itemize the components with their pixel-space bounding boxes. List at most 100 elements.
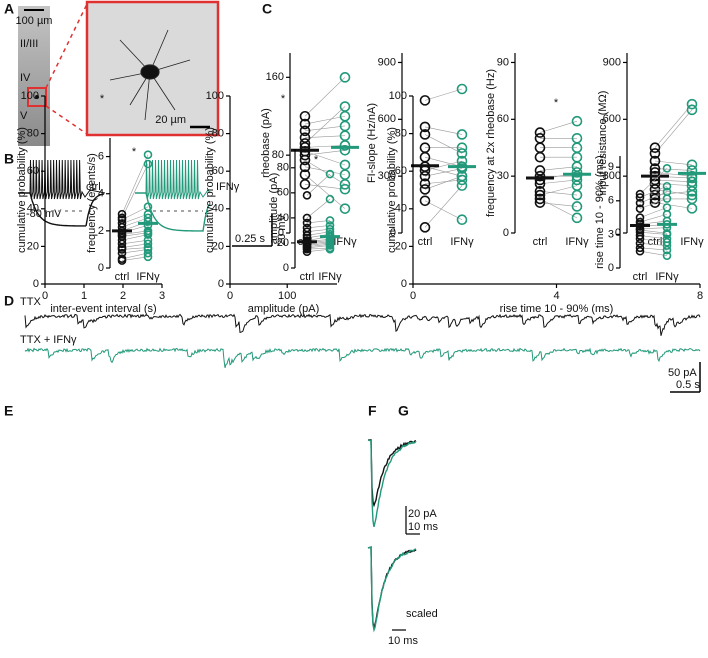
data-point — [419, 121, 431, 133]
y-tick-label: 0 — [615, 227, 621, 239]
pair-connector — [539, 185, 578, 196]
data-point — [339, 203, 351, 214]
y-tick-label: 0 — [503, 227, 509, 239]
y-tick-label: 0 — [401, 278, 407, 290]
pair-connector — [639, 243, 668, 246]
data-point — [143, 150, 153, 160]
pair-connector — [424, 179, 463, 185]
data-point — [143, 252, 153, 262]
data-point — [571, 180, 583, 191]
category-label: IFNγ — [655, 271, 679, 283]
data-point — [117, 256, 127, 265]
pair-connector — [639, 238, 668, 243]
data-point — [635, 239, 645, 248]
data-point — [635, 189, 645, 199]
y-tick-label: 100 — [21, 90, 39, 102]
data-point — [456, 148, 468, 159]
category-label: IFNγ — [333, 236, 357, 248]
y-tick-label: 2 — [98, 225, 104, 237]
pair-connector — [121, 230, 149, 235]
y-tick-label: 20 — [27, 240, 39, 252]
y-tick-label: 20 — [212, 240, 224, 252]
data-point — [299, 179, 311, 190]
scale-label: 0.25 s — [235, 233, 265, 245]
y-tick-label: 40 — [395, 203, 407, 215]
pair-connector — [121, 239, 149, 245]
pair-connector — [121, 213, 149, 224]
data-point — [662, 230, 672, 239]
pair-connector — [639, 207, 668, 218]
data-point — [662, 241, 672, 250]
data-point — [456, 142, 468, 154]
data-point — [534, 151, 546, 163]
data-point — [299, 142, 311, 153]
trace-label: TTX — [20, 296, 41, 308]
mini-trace — [368, 439, 417, 508]
y-tick-label: 0 — [608, 262, 614, 274]
pair-connector — [121, 249, 149, 254]
pair-connector — [539, 120, 578, 133]
voltage-trace — [18, 192, 105, 227]
data-point — [302, 247, 312, 257]
y-tick-label: 0 — [390, 227, 396, 239]
y-tick-label: 0 — [283, 262, 289, 274]
panel-label: C — [262, 1, 272, 17]
voltage-trace — [135, 192, 210, 232]
panel-label: E — [4, 403, 13, 419]
data-point — [571, 115, 583, 127]
data-point — [419, 129, 431, 140]
voltage-trace — [135, 159, 211, 200]
pair-connector — [121, 234, 149, 241]
pair-connector — [639, 213, 668, 223]
data-point — [339, 101, 351, 112]
pair-connector — [654, 103, 693, 148]
data-point — [456, 163, 468, 174]
y-tick-label: 300 — [603, 170, 621, 182]
pair-connector — [304, 174, 346, 209]
y-tick-label: 40 — [27, 203, 39, 215]
x-tick-label: 0 — [410, 290, 416, 302]
data-point — [662, 164, 672, 173]
x-tick-label: 8 — [697, 290, 703, 302]
y-tick-label: 900 — [378, 56, 396, 68]
y-tick-label: 3 — [608, 228, 614, 240]
y-tick-label: 40 — [212, 203, 224, 215]
y-tick-label: 160 — [266, 71, 284, 83]
data-point — [686, 165, 698, 176]
data-point — [419, 222, 431, 233]
pair-connector — [304, 125, 346, 132]
data-point — [662, 181, 672, 191]
y-tick-label: 60 — [212, 165, 224, 177]
pair-connector — [424, 168, 463, 177]
y-tick-label: 80 — [272, 149, 284, 161]
data-point — [686, 104, 698, 116]
scale-label: 0.5 s — [676, 379, 700, 391]
y-tick-label: 100 — [389, 90, 407, 102]
data-point — [299, 138, 311, 149]
y-tick-label: 80 — [27, 128, 39, 140]
pair-connector — [539, 202, 578, 207]
scale-label: 20 µm — [155, 114, 186, 126]
scale-label: 20 pA — [408, 508, 437, 520]
data-point — [635, 198, 645, 208]
pair-connector — [424, 185, 463, 228]
data-point — [299, 125, 311, 137]
y-tick-label: 900 — [603, 56, 621, 68]
data-point — [635, 231, 645, 240]
pair-connector — [306, 198, 331, 219]
pair-connector — [424, 134, 463, 154]
x-tick-label: 0 — [42, 290, 48, 302]
x-axis-label: rise time 10 - 90% (ms) — [500, 303, 614, 315]
pair-connector — [304, 115, 346, 125]
data-point — [117, 245, 127, 254]
y-tick-label: 60 — [395, 165, 407, 177]
data-point — [339, 140, 351, 151]
pair-connector — [304, 166, 346, 175]
significance: * — [281, 93, 286, 105]
pair-connector — [654, 168, 693, 171]
data-point — [635, 234, 645, 244]
y-tick-label: 6 — [98, 150, 104, 162]
data-point — [302, 218, 312, 228]
roi — [27, 87, 47, 107]
data-point — [686, 98, 698, 110]
